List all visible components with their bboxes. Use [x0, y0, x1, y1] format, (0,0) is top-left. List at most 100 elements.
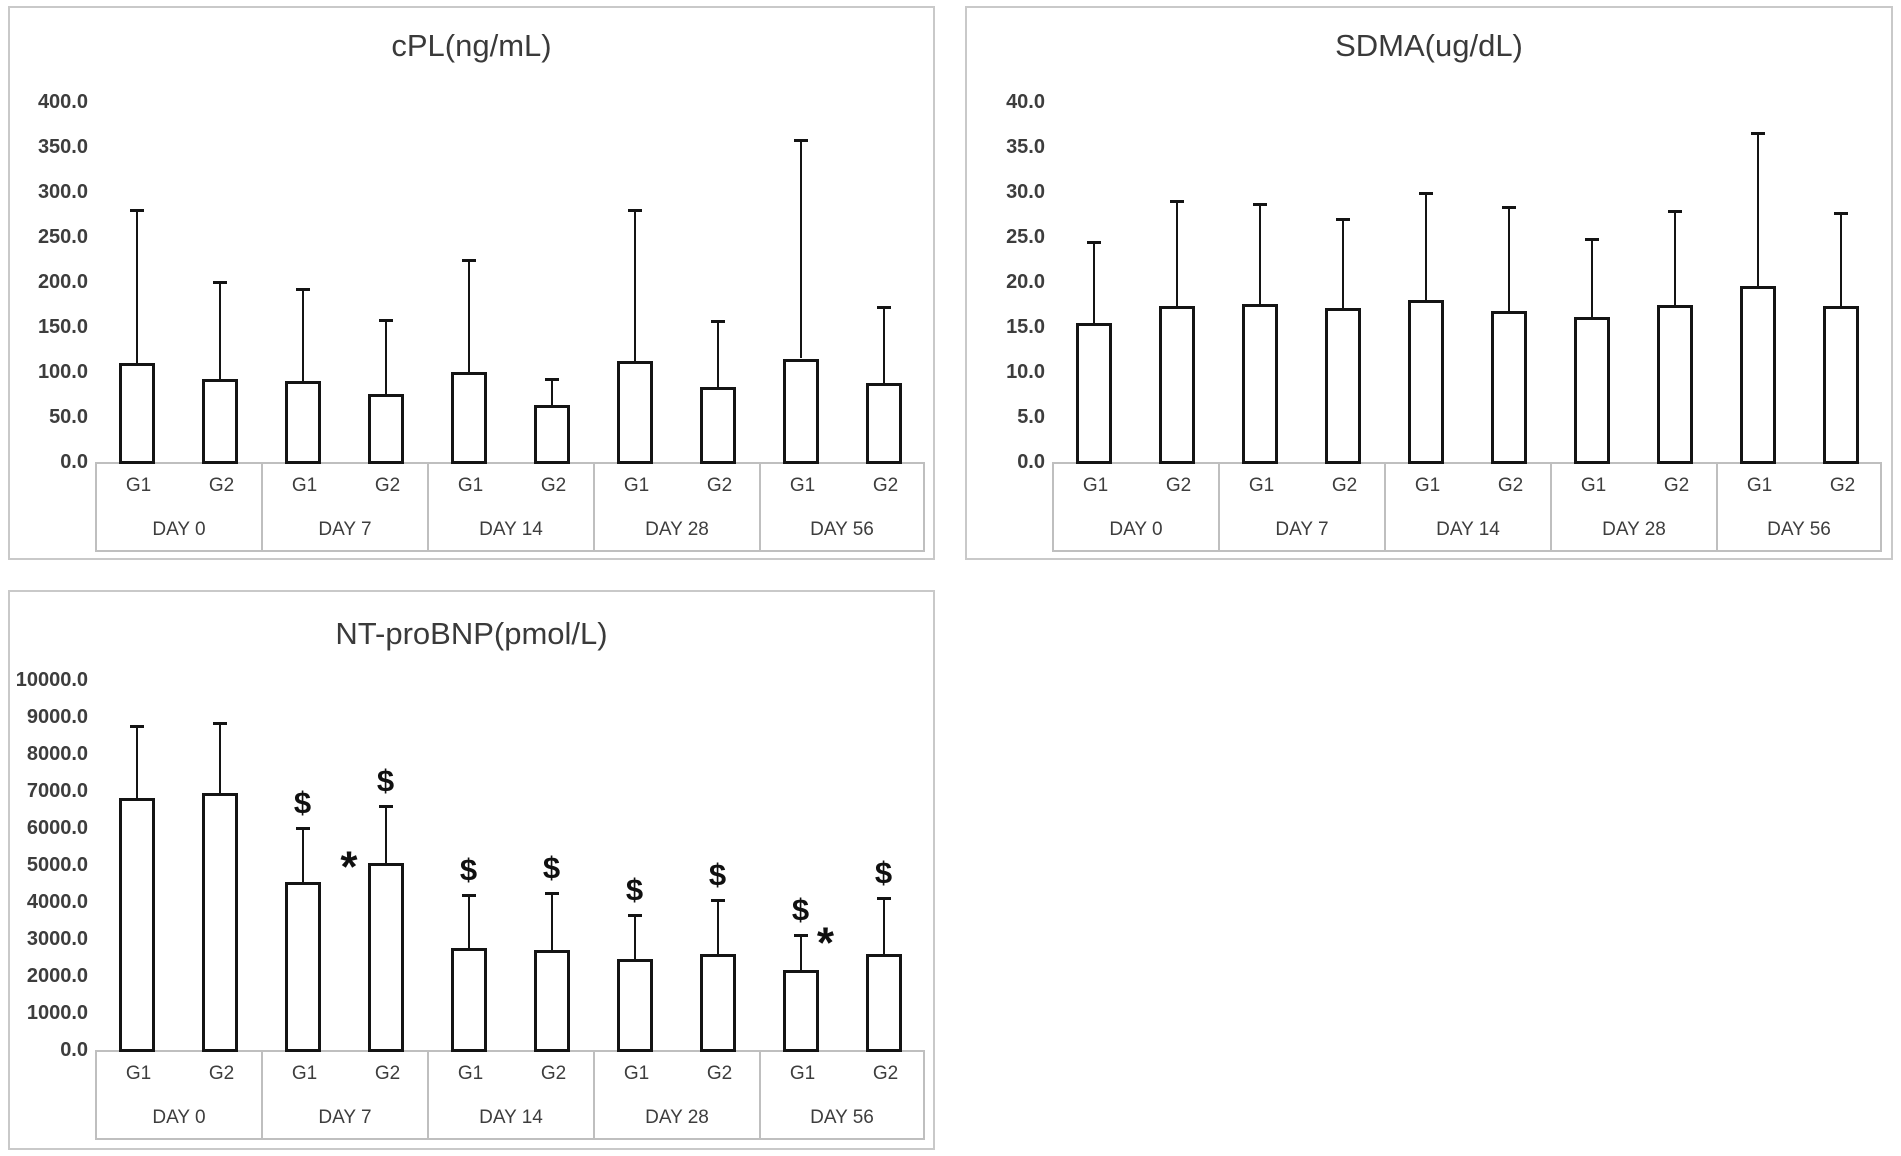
group-cell: DAY 0 G1 G2	[95, 464, 261, 550]
y-tick-label: 250.0	[37, 226, 88, 248]
error-bar-line	[1507, 207, 1510, 311]
y-tick-label: 5000.0	[26, 854, 88, 876]
error-bar-line	[882, 898, 885, 954]
group-label: DAY 56	[1767, 519, 1831, 540]
x-axis-table: DAY 0 G1 G2 DAY 7 G1 G2 DAY 14 G1 G2 DAY 28 G1 G2 DA…	[95, 1050, 925, 1140]
bar-label: G1	[1248, 475, 1275, 496]
error-bar-line	[1839, 212, 1842, 307]
chart-panel-cpl: cPL(ng/mL) 400.0 350.0 300.0 250.0 200.0 150.…	[8, 6, 935, 560]
error-bar-line	[384, 319, 387, 394]
bar-label: G1	[125, 1063, 152, 1084]
error-bar-line	[135, 210, 138, 363]
group-cell: DAY 56 G1 G2	[1716, 464, 1882, 550]
bar	[616, 959, 653, 1052]
bar	[201, 379, 238, 464]
y-tick-label: 6000.0	[26, 817, 88, 839]
error-bar-cap	[710, 899, 725, 903]
error-bar-line	[1258, 203, 1261, 304]
y-tick-label: 8000.0	[26, 743, 88, 765]
group-cell: DAY 0 G1 G2	[95, 1052, 261, 1138]
error-bar-cap	[793, 138, 808, 142]
bar-label: G2	[1829, 475, 1856, 496]
group-cell: DAY 7 G1 G2	[1218, 464, 1384, 550]
bar-label: G2	[540, 1063, 567, 1084]
error-bar-line	[467, 894, 470, 949]
y-tick-label: 300.0	[37, 181, 88, 203]
error-bar-cap	[1252, 202, 1267, 206]
chart-title-cpl: cPL(ng/mL)	[391, 28, 552, 63]
error-bar-cap	[627, 913, 642, 917]
error-bar-line	[1756, 132, 1759, 286]
group-cell: DAY 56 G1 G2	[759, 1052, 925, 1138]
significance-star-marker: *	[340, 842, 358, 892]
chart-title-ntprobnp: NT-proBNP(pmol/L)	[335, 616, 608, 651]
bar	[1075, 322, 1112, 464]
bar-label: G2	[374, 1063, 401, 1084]
error-bar-cap	[461, 893, 476, 897]
bar-label: G2	[540, 475, 567, 496]
y-tick-label: 15.0	[1006, 316, 1045, 338]
bar	[201, 792, 238, 1052]
y-tick-label: 0.0	[1017, 451, 1045, 473]
error-bar-cap	[793, 934, 808, 938]
group-cell: DAY 7 G1 G2	[261, 464, 427, 550]
bar	[118, 798, 155, 1052]
chart-title-sdma: SDMA(ug/dL)	[1335, 28, 1523, 63]
error-bar-cap	[876, 306, 891, 310]
bar-label: G1	[457, 1063, 484, 1084]
group-cell: DAY 14 G1 G2	[427, 1052, 593, 1138]
group-label: DAY 56	[810, 519, 874, 540]
significance-dollar-marker: $	[874, 855, 893, 891]
error-bar-cap	[1750, 131, 1765, 135]
error-bar-line	[1092, 241, 1095, 323]
bar-label: G1	[457, 475, 484, 496]
error-bar-cap	[1169, 200, 1184, 203]
group-cell: DAY 56 G1 G2	[759, 464, 925, 550]
error-bar-line	[384, 805, 387, 864]
bar	[533, 950, 570, 1052]
bar-label: G2	[706, 475, 733, 496]
bar-label: G1	[789, 1063, 816, 1084]
error-bar-line	[799, 139, 802, 359]
bar	[450, 948, 487, 1052]
chart-panel-sdma: SDMA(ug/dL) 40.0 35.0 30.0 25.0 20.0 15.0 10.0…	[965, 6, 1893, 560]
significance-dollar-marker: $	[791, 892, 810, 928]
bar	[1158, 306, 1195, 464]
bar	[1822, 306, 1859, 464]
group-label: DAY 0	[1109, 519, 1163, 540]
error-bar-line	[1590, 238, 1593, 318]
bar-label: G2	[374, 475, 401, 496]
bar	[1324, 308, 1361, 464]
y-tick-label: 40.0	[1006, 91, 1045, 113]
group-label: DAY 7	[318, 1107, 372, 1128]
bar	[1739, 285, 1776, 464]
significance-dollar-marker: $	[293, 785, 312, 820]
error-bar-line	[218, 282, 221, 380]
group-label: DAY 7	[1275, 519, 1329, 540]
bar-label: G2	[872, 475, 899, 496]
y-tick-label: 2000.0	[26, 965, 88, 987]
bar	[782, 970, 819, 1052]
y-tick-label: 7000.0	[26, 780, 88, 802]
bar	[1407, 300, 1444, 464]
bar-label: G2	[1331, 475, 1358, 496]
error-bar-line	[633, 914, 636, 960]
group-label: DAY 14	[479, 519, 543, 540]
error-bar-line	[550, 379, 553, 406]
error-bar-cap	[295, 288, 310, 292]
bar	[782, 358, 819, 464]
group-cell: DAY 0 G1 G2	[1052, 464, 1218, 550]
bar-label: G1	[623, 1063, 650, 1084]
group-cell: DAY 7 G1 G2	[261, 1052, 427, 1138]
bar-label: G1	[623, 475, 650, 496]
bar-label: G1	[789, 475, 816, 496]
bar	[1573, 317, 1610, 464]
bar	[865, 382, 902, 464]
group-label: DAY 14	[1436, 519, 1500, 540]
error-bar-line	[467, 259, 470, 372]
bar	[1241, 303, 1278, 464]
group-label: DAY 0	[152, 1107, 206, 1128]
bar	[284, 381, 321, 464]
error-bar-cap	[1833, 211, 1848, 215]
y-tick-label: 25.0	[1006, 226, 1045, 248]
